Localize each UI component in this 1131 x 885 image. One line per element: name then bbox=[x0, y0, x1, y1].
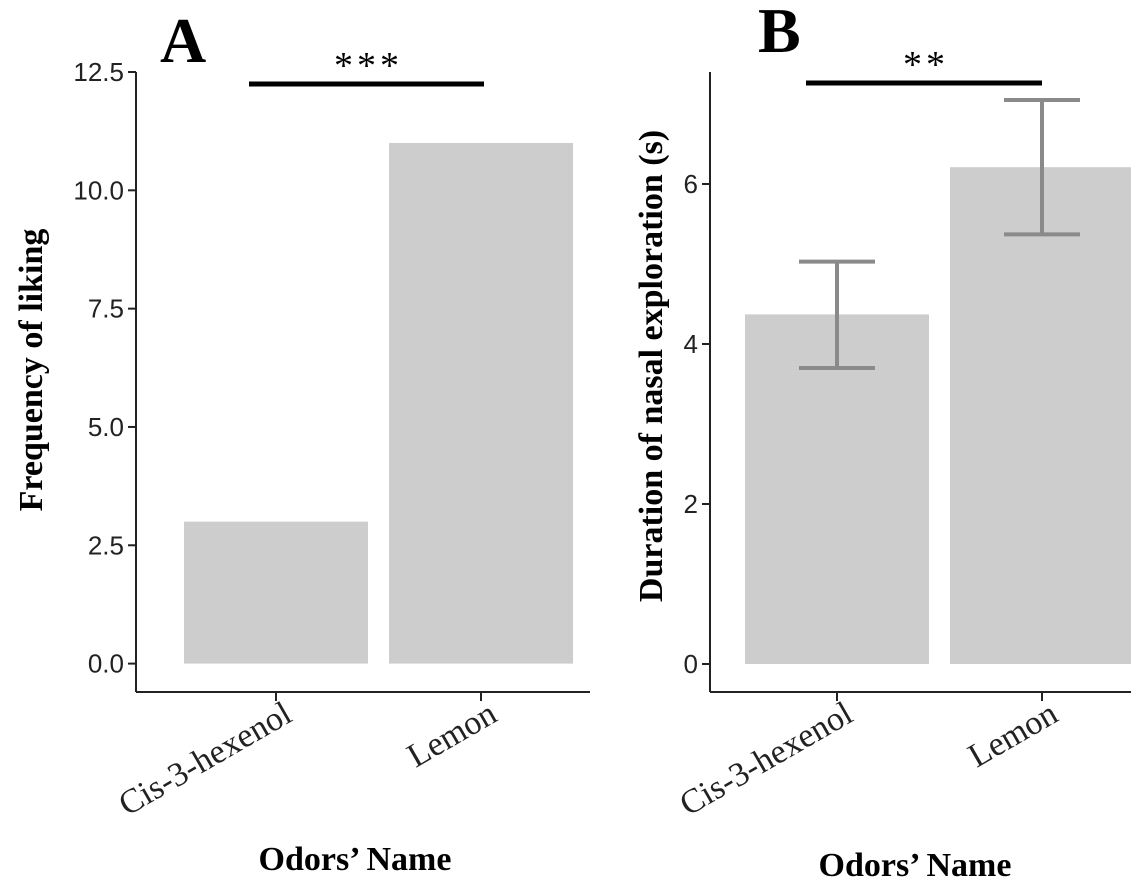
panel-a-axes bbox=[135, 72, 590, 693]
panel-b-significance: ** bbox=[806, 44, 1042, 86]
panel-a-y-tick-label: 0.0 bbox=[88, 649, 124, 679]
panel-b-x-tick-label: Cis-3-hexenol bbox=[674, 695, 859, 823]
panel-a-y-tick-label: 12.5 bbox=[73, 57, 124, 87]
panel-a-y-tick-label: 7.5 bbox=[88, 294, 124, 324]
panel-b-y-tick-label: 2 bbox=[684, 489, 698, 519]
panel-a-significance: *** bbox=[249, 45, 484, 87]
panel-b-x-ticks: Cis-3-hexenol Lemon bbox=[674, 692, 1064, 823]
panel-a-letter: A bbox=[160, 5, 206, 76]
panel-b-x-axis-title: Odors’ Name bbox=[819, 847, 1012, 884]
panel-a-bar-1 bbox=[184, 521, 368, 664]
panel-b-significance-label: ** bbox=[903, 44, 949, 86]
panel-a-bar-2 bbox=[389, 142, 573, 664]
panel-b-letter: B bbox=[758, 0, 801, 66]
panel-a-y-axis-title: Frequency of liking bbox=[13, 229, 50, 512]
panel-b-y-axis-title: Duration of nasal exploration (s) bbox=[633, 130, 670, 602]
panel-b-y-tick-label: 4 bbox=[684, 329, 698, 359]
panel-b: B 0 2 4 6 Cis-3-hexenol Lemon ** Duration of… bbox=[633, 0, 1131, 884]
panel-b-bars bbox=[745, 167, 1131, 664]
panel-b-y-ticks: 0 2 4 6 bbox=[684, 169, 710, 679]
panel-b-bar-1 bbox=[745, 314, 929, 664]
panel-b-x-tick-label: Lemon bbox=[962, 695, 1064, 775]
panel-a-significance-label: *** bbox=[334, 45, 403, 87]
panel-a-y-ticks: 0.0 2.5 5.0 7.5 10.0 12.5 bbox=[73, 57, 136, 679]
panel-b-y-tick-label: 0 bbox=[684, 649, 698, 679]
panel-a-bars bbox=[184, 142, 573, 664]
panel-b-axes bbox=[709, 72, 1131, 693]
panel-a-x-ticks: Cis-3-hexenol Lemon bbox=[113, 692, 503, 823]
panel-a-x-axis-title: Odors’ Name bbox=[259, 841, 452, 878]
panel-a-y-tick-label: 5.0 bbox=[88, 412, 124, 442]
panel-a-x-tick-label: Cis-3-hexenol bbox=[113, 695, 298, 823]
panel-b-y-tick-label: 6 bbox=[684, 169, 698, 199]
panel-a-y-tick-label: 10.0 bbox=[73, 175, 124, 205]
panel-b-error-bars bbox=[799, 98, 1080, 370]
panel-b-bar-2 bbox=[950, 167, 1131, 664]
panel-a: A 0.0 2.5 5.0 7.5 10.0 12.5 Cis-3-hexenol Lemo… bbox=[13, 5, 590, 878]
panel-a-y-tick-label: 2.5 bbox=[88, 530, 124, 560]
panel-a-x-tick-label: Lemon bbox=[401, 695, 503, 775]
